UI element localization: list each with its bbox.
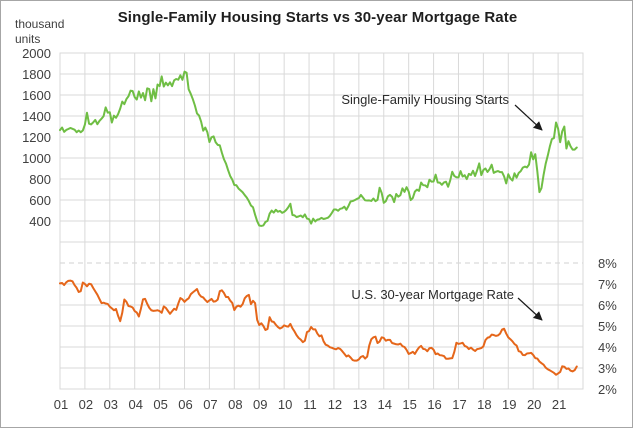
x-axis-tick: 10 — [277, 397, 293, 412]
left-axis-tick: 2000 — [22, 46, 51, 61]
x-axis-tick: 01 — [53, 397, 69, 412]
x-axis-tick: 04 — [128, 397, 143, 412]
annotation-arrow-housing — [514, 104, 543, 131]
left-axis-unit-line2: units — [15, 32, 41, 46]
x-axis-tick: 16 — [427, 397, 442, 412]
right-axis-tick: 5% — [598, 319, 617, 334]
x-axis-tick: 02 — [78, 397, 94, 412]
left-axis-unit-label: thousand units — [15, 17, 64, 47]
right-axis-tick: 4% — [598, 340, 617, 355]
x-axis-tick: 17 — [452, 397, 467, 412]
right-axis-tick: 7% — [598, 277, 617, 292]
left-axis-tick: 1600 — [22, 88, 51, 103]
right-axis-tick: 3% — [598, 361, 617, 376]
chart-title: Single-Family Housing Starts vs 30-year … — [117, 9, 518, 26]
left-axis-tick: 1200 — [22, 130, 51, 145]
x-axis-tick: 12 — [327, 397, 343, 412]
housing-starts-line — [59, 70, 578, 227]
left-axis-tick: 1800 — [22, 67, 51, 82]
right-axis-tick: 6% — [598, 298, 617, 313]
left-axis-tick: 400 — [29, 214, 51, 229]
x-axis-tick: 18 — [477, 397, 492, 412]
x-axis-tick: 19 — [502, 397, 517, 412]
annotation-arrow-rate — [517, 297, 543, 321]
left-axis-tick: 1400 — [22, 109, 51, 124]
x-axis-tick: 06 — [178, 397, 193, 412]
left-axis-tick: 600 — [29, 193, 51, 208]
x-axis-tick: 11 — [303, 397, 317, 412]
mortgage-rate-line — [59, 279, 578, 376]
x-axis-tick: 09 — [253, 397, 268, 412]
x-axis-tick: 20 — [526, 397, 542, 412]
left-axis-tick: 1000 — [22, 151, 51, 166]
right-axis-tick: 2% — [598, 382, 617, 397]
annotation-housing-starts: Single-Family Housing Starts — [341, 92, 509, 107]
x-axis-tick: 14 — [377, 397, 392, 412]
annotation-mortgage-rate: U.S. 30-year Mortgage Rate — [351, 287, 514, 302]
left-axis-tick: 800 — [29, 172, 51, 187]
right-axis-tick: 8% — [598, 256, 617, 271]
x-axis-tick: 15 — [402, 397, 417, 412]
x-axis-tick: 08 — [228, 397, 243, 412]
x-axis-tick: 03 — [103, 397, 119, 412]
x-axis-tick: 05 — [153, 397, 168, 412]
plot-border — [59, 52, 584, 390]
x-axis-tick: 13 — [352, 397, 368, 412]
left-axis-unit-line1: thousand — [15, 17, 65, 31]
x-axis-tick: 07 — [203, 397, 218, 412]
x-axis-tick: 21 — [551, 397, 567, 412]
